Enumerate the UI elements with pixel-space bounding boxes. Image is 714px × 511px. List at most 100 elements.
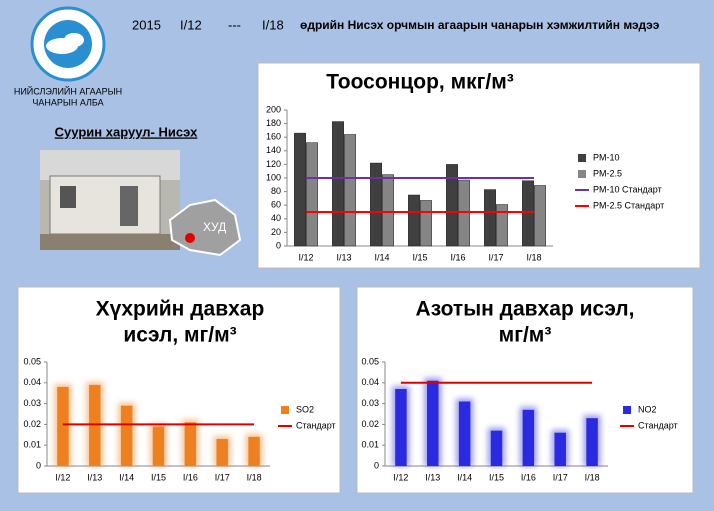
chart-panel xyxy=(17,286,341,494)
legend-label: NO2 xyxy=(638,404,657,414)
y-tick-label: 160 xyxy=(266,132,281,142)
x-tick-label: I/13 xyxy=(425,472,440,482)
district-label: ХУД xyxy=(203,220,226,234)
station-photo xyxy=(40,150,180,250)
bar xyxy=(420,200,432,247)
y-tick-label: 0.05 xyxy=(23,356,41,366)
x-tick-label: I/18 xyxy=(585,472,600,482)
legend-swatch xyxy=(578,154,586,162)
legend-swatch xyxy=(281,406,289,414)
bar xyxy=(395,389,407,466)
chart-panel xyxy=(257,62,701,269)
bar xyxy=(57,386,69,466)
header-title: өдрийн Нисэх орчмын агаарын чанарын хэмж… xyxy=(300,18,660,32)
x-tick-label: I/14 xyxy=(374,252,389,262)
y-tick-label: 0.04 xyxy=(361,377,379,387)
legend-label: SO2 xyxy=(296,404,314,414)
y-tick-label: 0.02 xyxy=(361,419,379,429)
y-tick-label: 0.02 xyxy=(23,419,41,429)
y-tick-label: 180 xyxy=(266,118,281,128)
y-tick-label: 0.05 xyxy=(361,356,379,366)
bar xyxy=(522,180,534,247)
y-tick-label: 0.01 xyxy=(361,440,379,450)
y-tick-label: 0 xyxy=(36,460,41,470)
x-tick-label: I/14 xyxy=(119,472,134,482)
x-tick-label: I/15 xyxy=(151,472,166,482)
legend-swatch xyxy=(578,170,586,178)
bar xyxy=(522,409,535,466)
logo xyxy=(30,6,106,82)
legend-label: Стандарт xyxy=(638,420,678,430)
bar xyxy=(408,194,420,247)
y-tick-label: 0 xyxy=(374,460,379,470)
y-tick-label: 80 xyxy=(271,186,281,196)
bar xyxy=(248,436,260,466)
bar xyxy=(382,174,394,247)
bar xyxy=(446,164,458,247)
y-tick-label: 0.04 xyxy=(23,377,41,387)
y-tick-label: 60 xyxy=(271,200,281,210)
period-from: I/12 xyxy=(180,17,202,32)
x-tick-label: I/16 xyxy=(450,252,465,262)
x-tick-label: I/16 xyxy=(183,472,198,482)
legend-swatch xyxy=(623,406,631,414)
bar xyxy=(216,438,228,466)
legend-label: PM-2.5 xyxy=(593,168,622,178)
bar xyxy=(89,384,101,466)
y-tick-label: 0 xyxy=(276,240,281,250)
chart-title: Тоосонцор, мкг/м³ xyxy=(326,71,513,94)
x-tick-label: I/13 xyxy=(336,252,351,262)
x-tick-label: I/18 xyxy=(526,252,541,262)
bar xyxy=(496,204,508,247)
x-tick-label: I/17 xyxy=(215,472,230,482)
period-year: 2015 xyxy=(132,17,161,32)
bar xyxy=(332,121,344,247)
chart-title: Хүхрийн давхар xyxy=(96,298,265,321)
y-tick-label: 0.03 xyxy=(23,398,41,408)
x-tick-label: I/13 xyxy=(87,472,102,482)
bar xyxy=(490,430,503,466)
chart-title: мг/м³ xyxy=(499,324,552,347)
chart-title: исэл, мг/м³ xyxy=(123,324,236,347)
bar xyxy=(534,185,546,247)
bar xyxy=(586,418,598,466)
chart-title: Азотын давхар исэл, xyxy=(416,298,635,321)
period-to: I/18 xyxy=(262,17,284,32)
bar xyxy=(344,134,356,247)
legend-label: PM-2.5 Стандарт xyxy=(593,200,664,210)
bar xyxy=(294,132,306,247)
x-tick-label: I/12 xyxy=(393,472,408,482)
bar xyxy=(484,189,496,247)
station-marker xyxy=(185,233,195,243)
org-name: НИЙСЛЭЛИЙН АГААРЫН xyxy=(14,85,122,96)
legend-label: Стандарт xyxy=(296,420,336,430)
x-tick-label: I/12 xyxy=(55,472,70,482)
station-name: Суурин харуул- Нисэх xyxy=(55,124,198,139)
x-tick-label: I/14 xyxy=(457,472,472,482)
x-tick-label: I/15 xyxy=(489,472,504,482)
legend-label: PM-10 xyxy=(593,152,620,162)
bar xyxy=(458,401,471,466)
x-tick-label: I/12 xyxy=(298,252,313,262)
x-tick-label: I/17 xyxy=(488,252,503,262)
period-sep: --- xyxy=(228,17,241,32)
y-tick-label: 40 xyxy=(271,213,281,223)
x-tick-label: I/15 xyxy=(412,252,427,262)
bar xyxy=(306,142,318,247)
y-tick-label: 200 xyxy=(266,104,281,114)
bar xyxy=(458,179,470,247)
y-tick-label: 20 xyxy=(271,227,281,237)
y-tick-label: 140 xyxy=(266,145,281,155)
y-tick-label: 0.03 xyxy=(361,398,379,408)
x-tick-label: I/18 xyxy=(247,472,262,482)
bar xyxy=(184,422,197,466)
x-tick-label: I/17 xyxy=(553,472,568,482)
y-tick-label: 100 xyxy=(266,172,281,182)
bar xyxy=(120,405,133,466)
bar xyxy=(152,426,165,466)
bar xyxy=(370,162,382,247)
bar xyxy=(554,432,566,466)
bar xyxy=(427,380,439,466)
org-name: ЧАНАРЫН АЛБА xyxy=(32,97,103,107)
